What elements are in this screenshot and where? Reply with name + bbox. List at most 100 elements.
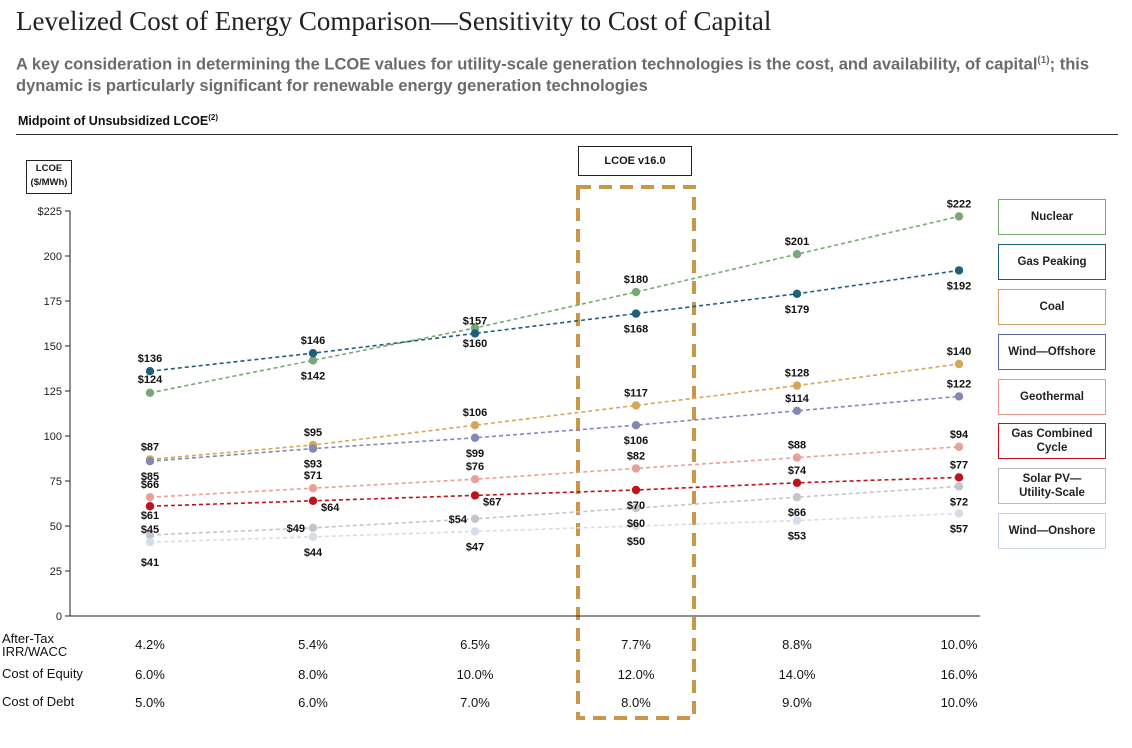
- page-subtitle: A key consideration in determining the L…: [16, 50, 1116, 97]
- data-label: $114: [785, 393, 810, 405]
- data-point: [954, 359, 964, 369]
- series-line-3: [149, 395, 960, 462]
- header-divider: [16, 134, 1118, 135]
- data-point: [954, 442, 964, 451]
- table-cell: 16.0%: [940, 667, 978, 682]
- legend-label-line1: Solar PV—: [1022, 473, 1082, 485]
- data-label: $70: [627, 500, 645, 512]
- data-label: $66: [788, 507, 806, 519]
- data-label: $76: [466, 461, 484, 473]
- data-point: [631, 485, 641, 495]
- version-label: LCOE v16.0: [578, 146, 692, 176]
- data-point: [631, 464, 641, 473]
- series-line-5: [149, 476, 960, 507]
- data-label: $72: [950, 496, 968, 508]
- data-label: $99: [466, 448, 484, 460]
- data-point: [631, 287, 641, 297]
- subtitle-footnote: (1): [1037, 55, 1050, 66]
- y-tick-label: 25: [50, 566, 62, 578]
- page-title: Levelized Cost of Energy Comparison—Sens…: [16, 6, 772, 36]
- table-cell: 6.5%: [460, 637, 490, 652]
- data-point: [145, 502, 155, 511]
- table-row-label-line1: Cost of Equity: [2, 666, 83, 681]
- data-label: $82: [627, 450, 645, 462]
- data-point: [470, 433, 480, 442]
- data-label: $66: [141, 479, 159, 491]
- legend-label-line2: Utility-Scale: [1019, 487, 1085, 499]
- data-label: $180: [624, 274, 648, 286]
- data-point: [954, 392, 964, 401]
- table-row-label-line1: Cost of Debt: [2, 694, 75, 709]
- legend-item: Wind—Offshore: [998, 334, 1106, 370]
- table-cell: 6.0%: [298, 695, 328, 710]
- data-label: $57: [950, 523, 968, 535]
- data-point: [792, 453, 802, 462]
- data-point: [470, 514, 480, 523]
- series-line-2: [149, 363, 960, 461]
- data-label: $106: [624, 435, 648, 447]
- data-label: $95: [304, 427, 322, 439]
- data-point: [954, 482, 964, 491]
- table-cell: 8.8%: [782, 637, 812, 652]
- data-label: $146: [301, 335, 325, 347]
- data-label: $157: [463, 315, 487, 327]
- series-line-0: [149, 215, 960, 394]
- data-point: [145, 538, 155, 547]
- legend-label: Gas Combined Cycle: [1011, 427, 1092, 455]
- data-point: [954, 212, 964, 221]
- chart-caption-text: Midpoint of Unsubsidized LCOE: [18, 114, 209, 129]
- legend-label: Solar PV— Utility-Scale: [1019, 472, 1085, 500]
- data-label: $45: [141, 524, 159, 536]
- data-label: $67: [483, 496, 501, 508]
- y-axis-label: LCOE ($/MWh): [26, 160, 72, 194]
- data-label: $160: [463, 338, 487, 350]
- table-cell: 10.0%: [940, 695, 978, 710]
- subtitle-text: A key consideration in determining the L…: [16, 55, 1038, 74]
- table-cell: 14.0%: [778, 667, 816, 682]
- y-tick-label: 150: [44, 341, 62, 353]
- legend-item: Wind—Onshore: [998, 513, 1106, 549]
- data-point: [792, 289, 802, 298]
- series-line-7: [149, 512, 960, 543]
- table-cell: 9.0%: [782, 695, 812, 710]
- legend-item: Gas Combined Cycle: [998, 423, 1106, 459]
- data-label: $47: [466, 541, 484, 553]
- data-point: [792, 493, 802, 502]
- data-label: $94: [950, 429, 969, 441]
- data-point: [308, 484, 318, 493]
- table-cell: 5.4%: [298, 637, 328, 652]
- data-point: [954, 266, 964, 275]
- table-cell: 8.0%: [621, 695, 651, 710]
- table-row-label: After-Tax IRR/WACC: [2, 632, 67, 658]
- table-row-label-line2: IRR/WACC: [2, 644, 68, 659]
- data-point: [145, 388, 155, 397]
- legend-label-line1: Geothermal: [1020, 391, 1084, 403]
- y-tick-label: 75: [50, 476, 62, 488]
- data-point: [631, 401, 641, 410]
- data-point: [308, 523, 318, 532]
- y-axis-label-line1: LCOE: [35, 163, 63, 174]
- data-label: $142: [301, 370, 325, 382]
- legend-item: Solar PV— Utility-Scale: [998, 468, 1106, 504]
- legend-label: Gas Peaking: [1017, 255, 1086, 269]
- data-point: [470, 421, 480, 430]
- data-point: [308, 496, 318, 505]
- y-axis-label-line2: ($/MWh): [30, 177, 68, 188]
- legend-label-line1: Gas Peaking: [1017, 256, 1087, 268]
- data-point: [470, 527, 480, 536]
- table-cell: 10.0%: [456, 667, 494, 682]
- legend-label: Wind—Offshore: [1008, 345, 1095, 359]
- data-point: [145, 457, 155, 466]
- data-point: [308, 532, 318, 541]
- series-line-6: [149, 485, 960, 536]
- legend-label: Coal: [1040, 300, 1065, 314]
- data-label: $50: [627, 536, 645, 548]
- legend-item: Coal: [998, 289, 1106, 325]
- data-label: $88: [788, 440, 806, 452]
- data-label: $49: [287, 523, 305, 535]
- legend-item: Geothermal: [998, 379, 1106, 415]
- data-label: $122: [947, 378, 971, 390]
- legend-label-line1: Coal: [1039, 301, 1065, 313]
- legend-label: Geothermal: [1020, 390, 1084, 404]
- data-label: $140: [947, 346, 971, 358]
